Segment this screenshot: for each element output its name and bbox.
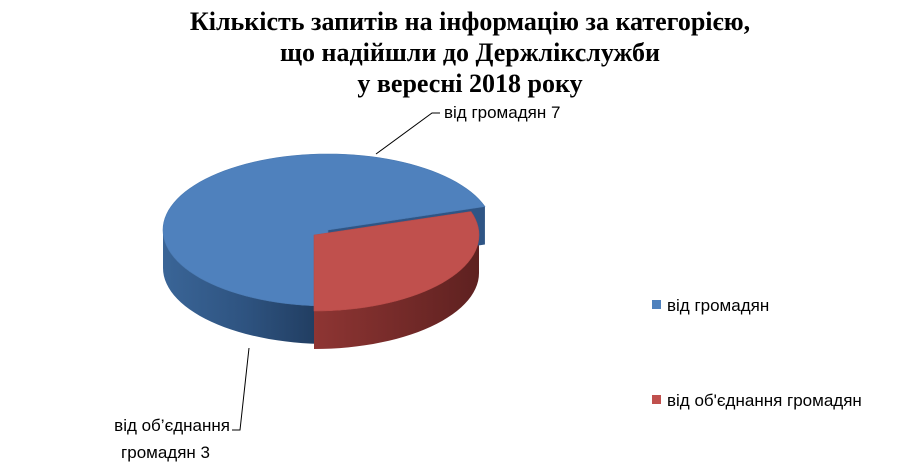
pie-slice-1 bbox=[162, 153, 486, 307]
data-label-2-line-1: від об’єднання bbox=[114, 416, 230, 435]
leader-line-2 bbox=[232, 347, 250, 431]
chart-title-line-2: що надійшли до Держлікслужби bbox=[280, 38, 660, 67]
leader-line-1 bbox=[375, 112, 440, 155]
pie-slice-side-2 bbox=[314, 235, 479, 349]
pie-slice-2 bbox=[313, 211, 480, 312]
chart-title-line-3: у вересні 2018 року bbox=[357, 69, 583, 98]
data-label-2-line-2: громадян 3 bbox=[121, 443, 210, 462]
chart-title: Кількість запитів на інформацію за катег… bbox=[150, 6, 790, 99]
pie-slice-side-1 bbox=[163, 230, 328, 344]
legend-label-2: від об'єднання громадян bbox=[667, 391, 862, 410]
data-label-1: від громадян 7 bbox=[444, 103, 560, 122]
legend-label-1: від громадян bbox=[667, 296, 769, 315]
legend-swatch-2 bbox=[652, 395, 661, 404]
legend-swatch-1 bbox=[652, 300, 661, 309]
chart-title-line-1: Кількість запитів на інформацію за катег… bbox=[189, 7, 751, 36]
